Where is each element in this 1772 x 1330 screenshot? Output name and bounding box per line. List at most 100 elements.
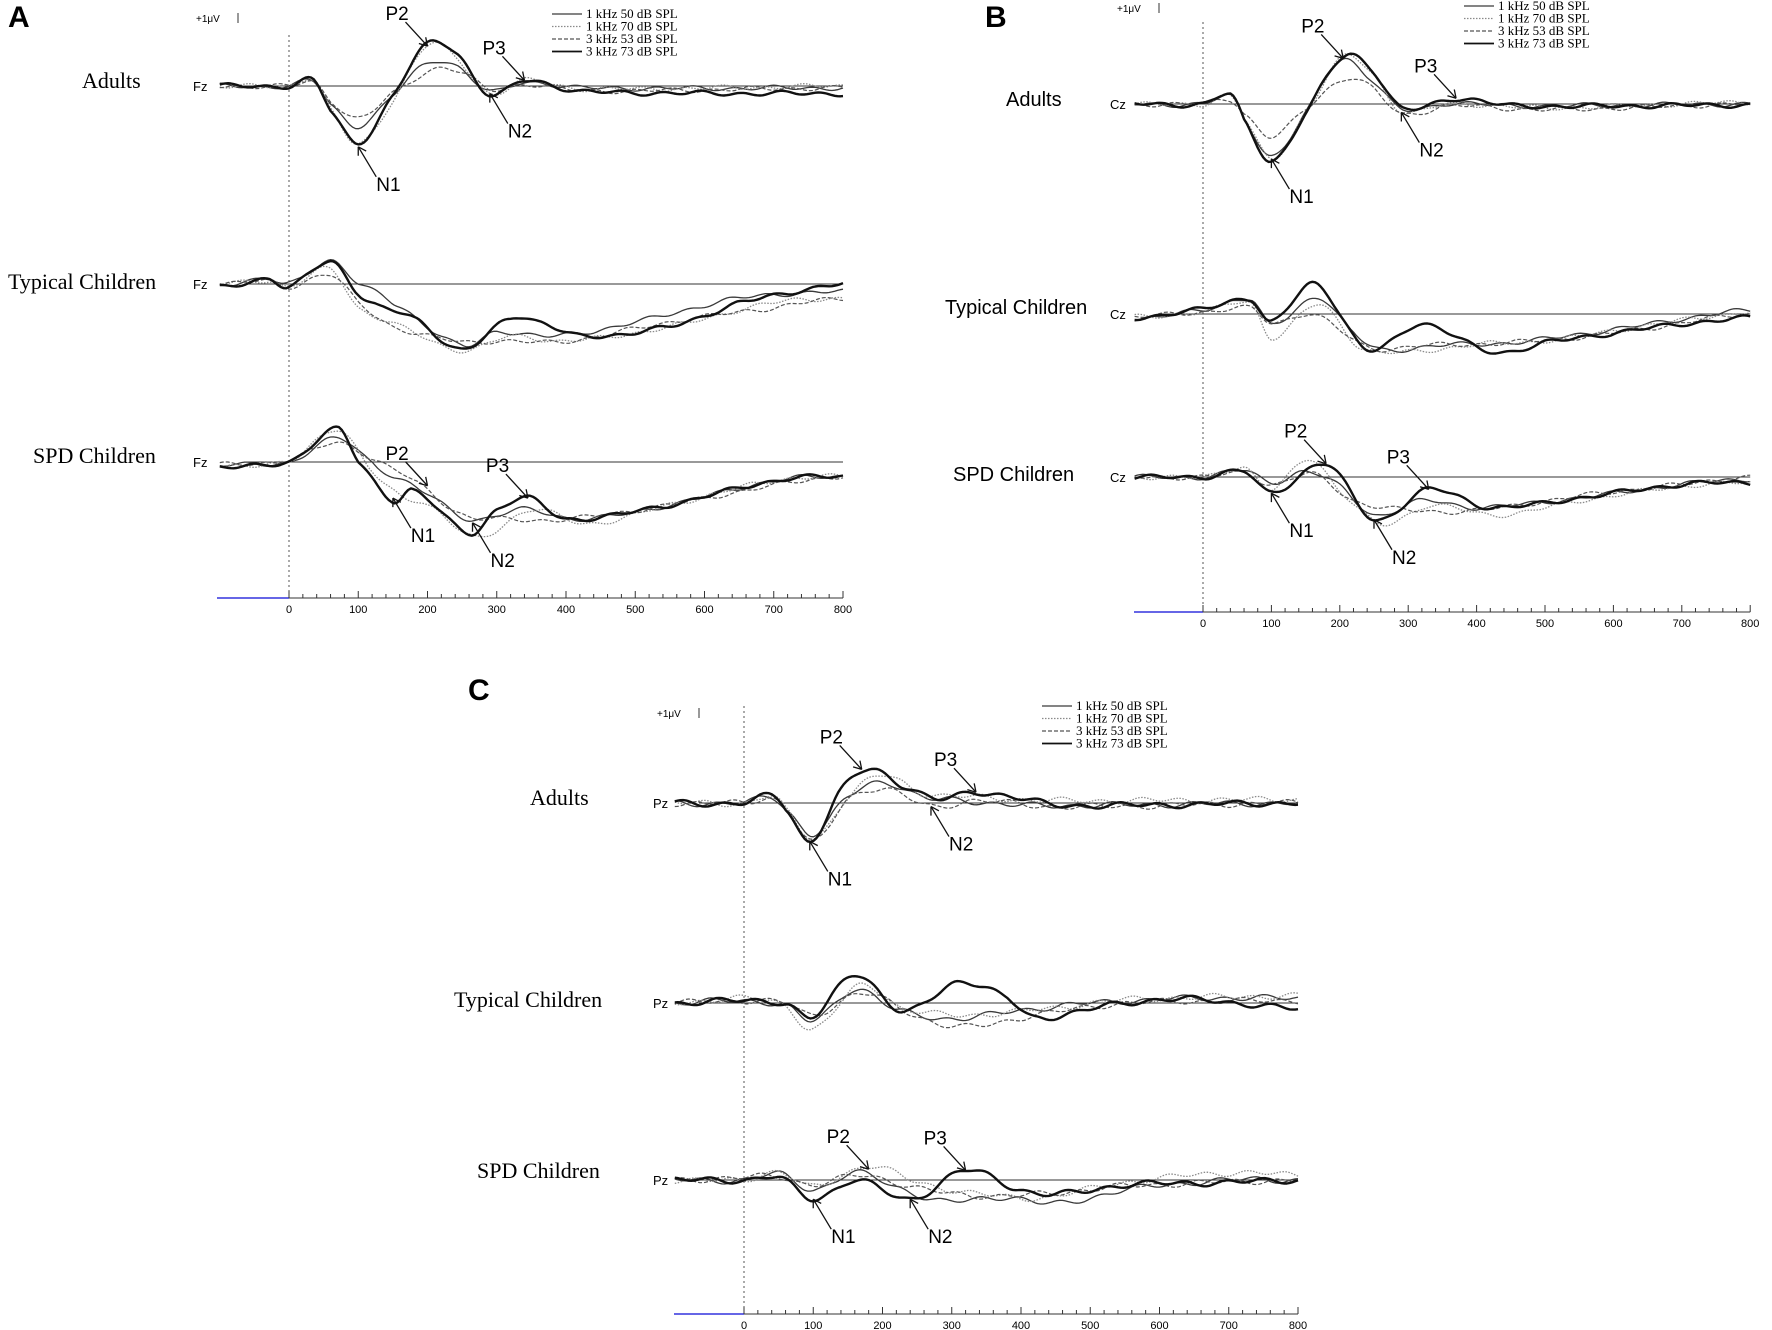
peak-arrowhead	[859, 1160, 870, 1170]
peak-label: N1	[376, 175, 400, 196]
peak-p2: P2	[386, 4, 429, 47]
peak-n2: N2	[1400, 111, 1444, 162]
x-tick-label: 0	[741, 1320, 747, 1330]
legend-label: 1 kHz 50 dB SPL	[1076, 698, 1168, 713]
peak-label: P3	[1387, 447, 1410, 468]
peak-arrow	[1373, 519, 1393, 551]
panel-letter: C	[468, 674, 490, 707]
group-typical-children: Typical Children Pz	[454, 975, 1299, 1031]
peak-arrow	[943, 1145, 967, 1171]
x-tick-label: 300	[943, 1320, 961, 1330]
x-tick-label: 600	[1150, 1320, 1168, 1330]
peak-arrow	[489, 93, 509, 124]
x-tick-label: 500	[626, 604, 644, 616]
x-tick-label: 100	[1262, 618, 1280, 630]
waveform-3-khz-73-db-spl	[674, 1169, 1299, 1203]
waveform-3-khz-53-db-spl	[219, 66, 844, 118]
peak-arrow	[471, 522, 492, 554]
waveform-3-khz-73-db-spl	[1134, 463, 1751, 522]
group-label: SPD Children	[477, 1158, 600, 1183]
peak-arrow	[909, 1198, 929, 1230]
group-label: Typical Children	[454, 987, 602, 1012]
legend-label: 1 kHz 70 dB SPL	[1498, 11, 1590, 26]
group-label: Typical Children	[945, 297, 1087, 319]
waveform-1-khz-50-db-spl	[674, 988, 1299, 1023]
electrode-label: Pz	[653, 996, 668, 1011]
waveform-1-khz-50-db-spl	[219, 436, 844, 522]
group-typical-children: Typical Children Fz	[8, 258, 844, 354]
peak-label: N2	[1419, 141, 1443, 162]
x-tick-label: 500	[1081, 1320, 1099, 1330]
peak-arrow	[930, 806, 950, 837]
waveform-3-khz-53-db-spl	[219, 274, 844, 345]
legend-label: 1 kHz 70 dB SPL	[586, 19, 678, 34]
peak-p3: P3	[924, 1128, 967, 1172]
legend-label: 3 kHz 53 dB SPL	[1498, 23, 1590, 38]
peak-arrow	[1270, 158, 1290, 190]
peak-arrowhead	[812, 1198, 822, 1209]
legend-label: 3 kHz 73 dB SPL	[1076, 736, 1168, 751]
peak-arrowhead	[1373, 519, 1383, 529]
group-spd-children: SPD Children Fz P2 P3 N2 N1	[33, 425, 844, 572]
x-tick-label: 400	[1467, 618, 1485, 630]
peak-arrow	[505, 473, 529, 499]
x-tick-label: 700	[1220, 1320, 1238, 1330]
x-tick-label: 800	[1289, 1320, 1307, 1330]
peak-label: N1	[1289, 187, 1313, 208]
peak-label: P3	[486, 456, 509, 477]
peak-label: P2	[1284, 422, 1307, 443]
peak-arrow	[1400, 112, 1420, 143]
peak-n1: N1	[809, 840, 852, 890]
x-tick-label: 200	[1331, 618, 1349, 630]
peak-p2: P2	[1284, 422, 1327, 465]
scale-label: +1μV	[1117, 4, 1141, 15]
group-adults: Adults Cz P2 P3 N2 N1	[1006, 16, 1751, 208]
legend-label: 3 kHz 53 dB SPL	[1076, 723, 1168, 738]
waveform-3-khz-73-db-spl	[219, 259, 844, 350]
x-tick-label: 300	[1399, 618, 1417, 630]
peak-label: N2	[949, 835, 973, 856]
waveform-3-khz-53-db-spl	[1134, 470, 1751, 515]
peak-label: P2	[1301, 16, 1324, 37]
waveform-1-khz-50-db-spl	[1134, 297, 1751, 353]
peak-p3: P3	[482, 38, 526, 81]
peak-arrowhead	[930, 806, 940, 816]
waveform-3-khz-53-db-spl	[1134, 78, 1751, 139]
waveform-3-khz-73-db-spl	[1134, 52, 1751, 164]
waveform-1-khz-70-db-spl	[674, 775, 1299, 842]
peak-p3: P3	[934, 750, 977, 793]
peak-p2: P2	[386, 444, 429, 487]
peak-arrow	[1406, 464, 1430, 490]
group-adults: Adults Fz P2 P3 N2 N1	[82, 4, 844, 196]
peak-arrowhead	[1447, 89, 1457, 99]
waveform-1-khz-50-db-spl	[674, 780, 1299, 838]
waveform-1-khz-70-db-spl	[674, 982, 1299, 1031]
peak-p3: P3	[1387, 447, 1430, 490]
x-tick-label: 0	[286, 604, 292, 616]
x-tick-label: 800	[1741, 618, 1759, 630]
peak-p2: P2	[1301, 16, 1344, 60]
waveform-3-khz-53-db-spl	[1134, 304, 1751, 353]
peak-arrowhead	[471, 522, 481, 532]
x-tick-label: 0	[1200, 618, 1206, 630]
waveform-3-khz-73-db-spl	[219, 425, 844, 537]
peak-n2: N2	[1373, 519, 1416, 569]
group-typical-children: Typical Children Cz	[945, 280, 1751, 355]
peak-label: N2	[508, 122, 532, 143]
peak-arrowhead	[357, 146, 367, 156]
group-spd-children: SPD Children Pz P2 P3 N2 N1	[477, 1127, 1299, 1248]
electrode-label: Cz	[1110, 97, 1126, 112]
peak-arrowhead	[1270, 492, 1280, 503]
peak-label: N1	[411, 526, 435, 547]
waveform-3-khz-73-db-spl	[1134, 280, 1751, 355]
group-label: Typical Children	[8, 269, 156, 294]
electrode-label: Cz	[1110, 307, 1126, 322]
x-tick-label: 100	[349, 604, 367, 616]
peak-arrowhead	[418, 37, 429, 47]
peak-arrow	[392, 497, 412, 529]
scale-label: +1μV	[657, 709, 681, 720]
x-tick-label: 200	[873, 1320, 891, 1330]
